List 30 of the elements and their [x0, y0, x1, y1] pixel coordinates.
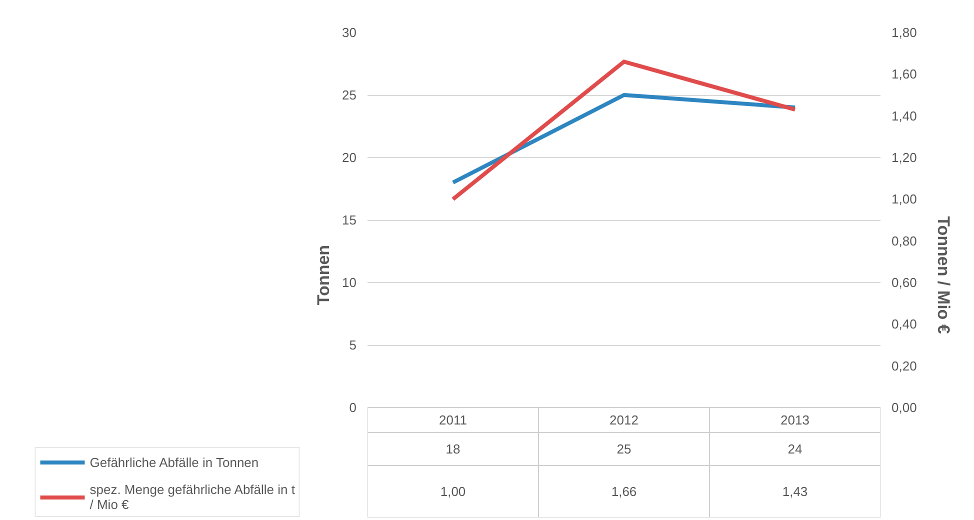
data-label: 18: [446, 442, 460, 456]
y-tick-label: 25: [342, 88, 357, 102]
y2-tick-label: 1,80: [892, 25, 917, 40]
y2-tick-label: 1,60: [892, 66, 917, 82]
y2-tick-label: 0,40: [892, 316, 917, 332]
x-tick-label: 2011: [439, 412, 467, 428]
y2-axis-title: Tonnen / Mio €: [934, 216, 953, 334]
y2-tick-label: 1,40: [892, 108, 917, 124]
y2-tick-label: 1,20: [892, 150, 917, 165]
x-tick-label: 2013: [780, 412, 810, 428]
data-label: 25: [616, 442, 632, 456]
y-tick-label: 30: [342, 25, 357, 40]
y-tick-label: 0: [349, 400, 357, 415]
y-tick-label: 10: [342, 275, 357, 290]
y-tick-label: 5: [349, 338, 357, 352]
y2-tick-label: 1,00: [892, 192, 917, 207]
y2-tick-label: 0,20: [892, 358, 917, 374]
y2-tick-label: 0,00: [892, 400, 917, 415]
y-axis-title: Tonnen: [314, 244, 334, 306]
legend-label: Gefährliche Abfälle in Tonnen: [90, 454, 259, 470]
y2-tick-label: 0,60: [892, 275, 917, 290]
data-label: 1,00: [440, 484, 466, 499]
legend-label: spez. Menge gefährliche Abfälle in t / Mio €: [90, 482, 295, 512]
data-label: 1,43: [782, 484, 808, 499]
data-label: 24: [788, 442, 802, 456]
x-tick-label: 2012: [610, 412, 638, 428]
y2-tick-label: 0,80: [892, 233, 917, 248]
y-tick-label: 20: [342, 150, 357, 165]
data-label: 1,66: [611, 484, 637, 499]
y-tick-label: 15: [342, 212, 357, 228]
